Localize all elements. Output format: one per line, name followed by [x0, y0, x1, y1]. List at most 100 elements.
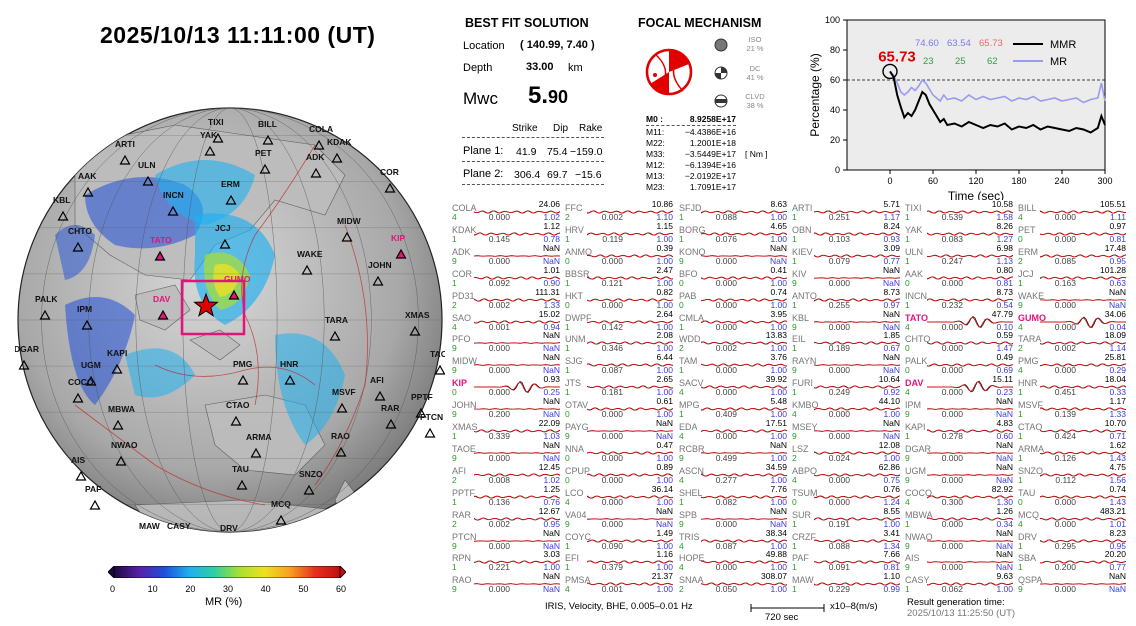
waveform-trace	[701, 473, 787, 477]
amplitude-value: NaN	[542, 352, 560, 363]
fit-ratio: 1.27	[996, 233, 1013, 244]
fit-weight: 0.000	[828, 496, 850, 507]
amplitude-value: NaN	[542, 571, 560, 582]
fit-weight: 0.000	[941, 474, 963, 485]
waveform-trace	[927, 297, 1013, 302]
fit-count: 0	[792, 496, 797, 507]
amplitude-value: 0.93	[543, 374, 560, 385]
fit-weight: 0.000	[488, 212, 510, 222]
waveform-cell-nna: NNA 0.47 0 0.000 1.00	[565, 440, 673, 463]
station-name: MBWA	[905, 509, 933, 520]
amplitude-value: 17.51	[765, 418, 787, 428]
station-name: DWPF	[565, 312, 592, 323]
plane2-strike: 306.4	[514, 169, 541, 181]
fit-weight: 0.000	[715, 365, 737, 376]
waveform-cell-tixi: TIXI 10.58 1 0.539 1.58	[905, 199, 1013, 222]
waveform-trace	[701, 385, 787, 389]
amplitude-value: 483.21	[1100, 505, 1126, 516]
waveform-trace	[814, 473, 900, 477]
fit-count: 1	[1018, 562, 1023, 573]
amplitude-value: NaN	[882, 352, 900, 363]
waveform-trace	[814, 364, 900, 367]
station-triangle-icon	[409, 325, 421, 336]
tensor-key: M0 :	[646, 114, 663, 124]
station-name: ABPO	[792, 465, 818, 476]
waveform-cell-palk: PALK 0.49 0 0.000 0.69	[905, 352, 1013, 376]
waveform-trace	[927, 452, 1013, 454]
station-name: COLA	[452, 203, 477, 213]
waveform-trace	[701, 210, 787, 214]
amplitude-value: 0.61	[656, 396, 673, 407]
fit-ratio: 1.47	[996, 343, 1013, 354]
waveform-cell-dgar: DGAR NaN 9 0.000 NaN	[905, 440, 1013, 463]
fit-weight: 0.000	[941, 365, 963, 376]
result-time: Result generation time: 2025/10/13 11:25…	[907, 597, 1015, 619]
plane2-rake: −15.6	[575, 169, 602, 181]
amplitude-value: 20.20	[1104, 549, 1126, 560]
waveform-trace	[587, 560, 673, 564]
fit-weight: 0.000	[828, 321, 850, 332]
station-name: CPUP	[565, 465, 591, 476]
station-name: BILL	[1018, 203, 1037, 213]
fit-ratio: 1.00	[883, 452, 900, 463]
fit-weight: 0.082	[715, 496, 737, 507]
fit-count: 9	[792, 365, 797, 376]
station-name: SPB	[679, 509, 698, 520]
waveform-cell-jts: JTS 2.65 1 0.181 1.00	[565, 374, 673, 397]
station-name: DRV	[1018, 531, 1037, 542]
fit-weight: 0.000	[488, 255, 510, 266]
fit-weight: 0.001	[488, 321, 510, 332]
waveform-cell-arma: ARMA 1.62 1 0.126 1.43	[1018, 440, 1126, 463]
beachball-icon	[645, 48, 693, 96]
fit-count: 4	[679, 387, 684, 398]
station-label: PAF	[85, 484, 101, 494]
station-triangle-icon	[424, 427, 436, 438]
fit-weight: 0.189	[828, 343, 850, 354]
synthetic-trace	[814, 582, 900, 586]
station-name: OBN	[792, 224, 812, 235]
fit-count: 1	[452, 277, 457, 288]
station-triangle-icon	[82, 186, 94, 197]
fit-count: 1	[792, 584, 797, 595]
fit-weight: 0.001	[601, 584, 623, 595]
fit-count: 9	[1018, 584, 1023, 595]
col-dip: Dip	[553, 123, 569, 134]
fit-count: 9	[905, 540, 910, 551]
x-tick-label: 180	[1011, 176, 1026, 186]
station-marker-erm: ERM	[221, 179, 240, 205]
fit-count: 1	[792, 387, 797, 398]
waveform-trace	[1040, 495, 1126, 499]
fit-weight: 0.000	[1054, 299, 1076, 310]
station-name: PAB	[679, 290, 697, 301]
station-name: UNM	[565, 334, 586, 345]
synthetic-trace	[1040, 473, 1126, 477]
station-marker-palk: PALK	[35, 294, 58, 320]
amplitude-value: NaN	[882, 308, 900, 319]
tensor-row: M13: −2.0192E+17	[646, 171, 736, 182]
fit-count: 2	[452, 474, 457, 485]
waveform-trace	[814, 582, 900, 586]
fit-weight: 0.000	[601, 299, 623, 310]
stat-bottom: 62	[987, 56, 998, 67]
waveform-trace	[701, 429, 787, 433]
synthetic-trace	[474, 254, 560, 257]
fit-ratio: 1.58	[996, 212, 1013, 222]
fit-ratio: 1.00	[770, 343, 787, 354]
waveform-trace	[1040, 276, 1126, 280]
station-triangle-icon	[434, 364, 446, 375]
fit-count: 2	[452, 299, 457, 310]
colorbar-tick: 30	[223, 584, 234, 594]
waveform-trace	[701, 560, 787, 565]
waveform-cell-ctao: CTAO 10.70 1 0.424 0.71	[1018, 418, 1126, 441]
station-name: LSZ	[792, 443, 809, 454]
fit-ratio: NaN	[542, 540, 560, 551]
stat-top: 74.60	[915, 38, 939, 49]
waveform-trace	[587, 495, 673, 499]
amplitude-value: NaN	[1108, 286, 1126, 297]
station-label: MIDW	[337, 216, 362, 226]
amplitude-value: 38.34	[765, 527, 787, 538]
waveform-trace	[701, 407, 787, 411]
station-name: PFO	[452, 334, 471, 345]
fit-ratio: 1.30	[996, 496, 1013, 507]
station-name: EDA	[679, 422, 698, 432]
